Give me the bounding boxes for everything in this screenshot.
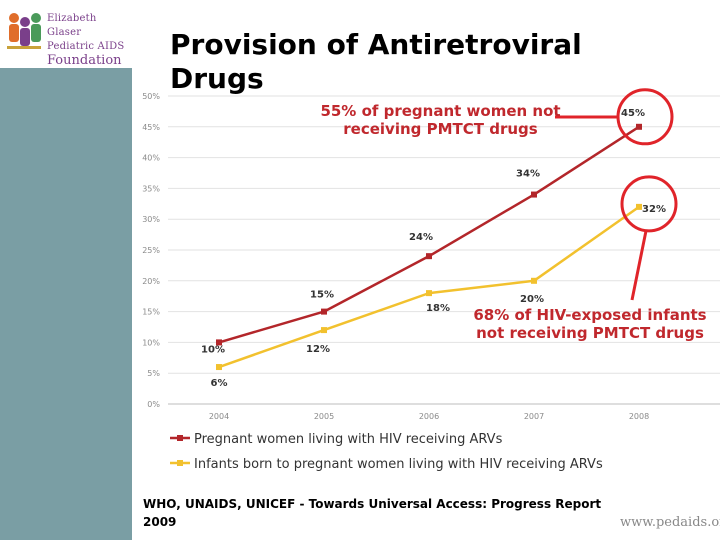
data-labels: 10% 15% 24% 34% 45% 6% 12% 18% 20% 32% (201, 108, 666, 389)
sidebar-band (0, 0, 132, 540)
data-point-marker (531, 277, 537, 284)
legend-marker (177, 435, 183, 441)
y-tick-label: 25% (142, 246, 160, 255)
women-annotation: 55% of pregnant women not receiving PMTC… (320, 102, 561, 138)
data-label: 32% (642, 204, 666, 215)
data-point-marker (321, 308, 327, 315)
y-tick-label: 35% (142, 184, 160, 193)
x-tick-label: 2008 (629, 412, 649, 421)
y-tick-label: 50% (142, 92, 160, 101)
source-citation: WHO, UNAIDS, UNICEF - Towards Universal … (143, 497, 602, 529)
legend-label: Pregnant women living with HIV receiving… (194, 432, 503, 447)
data-point-marker (426, 253, 432, 260)
data-point-marker (636, 123, 642, 130)
highlight-circle-infants (620, 175, 678, 233)
data-series (216, 123, 642, 371)
infants-annotation: 68% of HIV-exposed infants not receiving… (473, 306, 707, 342)
series-line-infants (218, 205, 640, 369)
chart-legend: Pregnant women living with HIV receiving… (170, 432, 603, 472)
data-point-marker (531, 191, 537, 198)
data-point-marker (426, 290, 432, 297)
data-point-marker (216, 339, 222, 346)
data-label: 6% (211, 378, 228, 389)
data-label: 34% (516, 169, 540, 180)
x-tick-label: 2007 (524, 412, 544, 421)
y-tick-label: 10% (142, 338, 160, 347)
x-tick-label: 2005 (314, 412, 334, 421)
y-tick-label: 15% (142, 308, 160, 317)
y-tick-label: 20% (142, 277, 160, 286)
data-point-marker (636, 203, 642, 210)
x-tick-label: 2006 (419, 412, 439, 421)
y-tick-label: 30% (142, 215, 160, 224)
grid-lines (168, 95, 720, 405)
data-label: 12% (306, 344, 330, 355)
slide-title: Provision of Antiretroviral Drugs (170, 28, 582, 95)
logo-line-1: Elizabeth Glaser (47, 13, 97, 38)
legend-label: Infants born to pregnant women living wi… (194, 457, 603, 472)
callouts (555, 88, 678, 301)
data-label: 24% (409, 232, 433, 243)
data-label: 15% (310, 290, 334, 301)
data-label: 45% (621, 108, 645, 119)
axis-labels: 0% 5% 10% 15% 20% 25% 30% 35% 40% 45% 50% 2004 2005 2… (142, 92, 649, 421)
y-tick-label: 0% (147, 400, 160, 409)
website-url: www.pedaids.org (620, 515, 720, 530)
logo-line-3: Foundation (47, 53, 122, 68)
data-point-marker (321, 327, 327, 334)
y-tick-label: 40% (142, 154, 160, 163)
y-tick-label: 5% (147, 369, 160, 378)
foundation-logo: Elizabeth Glaser Pediatric AIDS Foundati… (0, 0, 132, 68)
data-label: 18% (426, 303, 450, 314)
data-point-marker (216, 364, 222, 371)
legend-marker (177, 460, 183, 466)
x-tick-label: 2004 (209, 412, 229, 421)
y-tick-label: 45% (142, 123, 160, 132)
connector-line-infants (630, 230, 648, 301)
logo-text: Elizabeth Glaser Pediatric AIDS Foundati… (47, 12, 131, 68)
logo-line-2: Pediatric AIDS (47, 41, 125, 52)
children-logo-icon (7, 13, 41, 49)
data-label: 10% (201, 344, 225, 355)
data-label: 20% (520, 294, 544, 305)
